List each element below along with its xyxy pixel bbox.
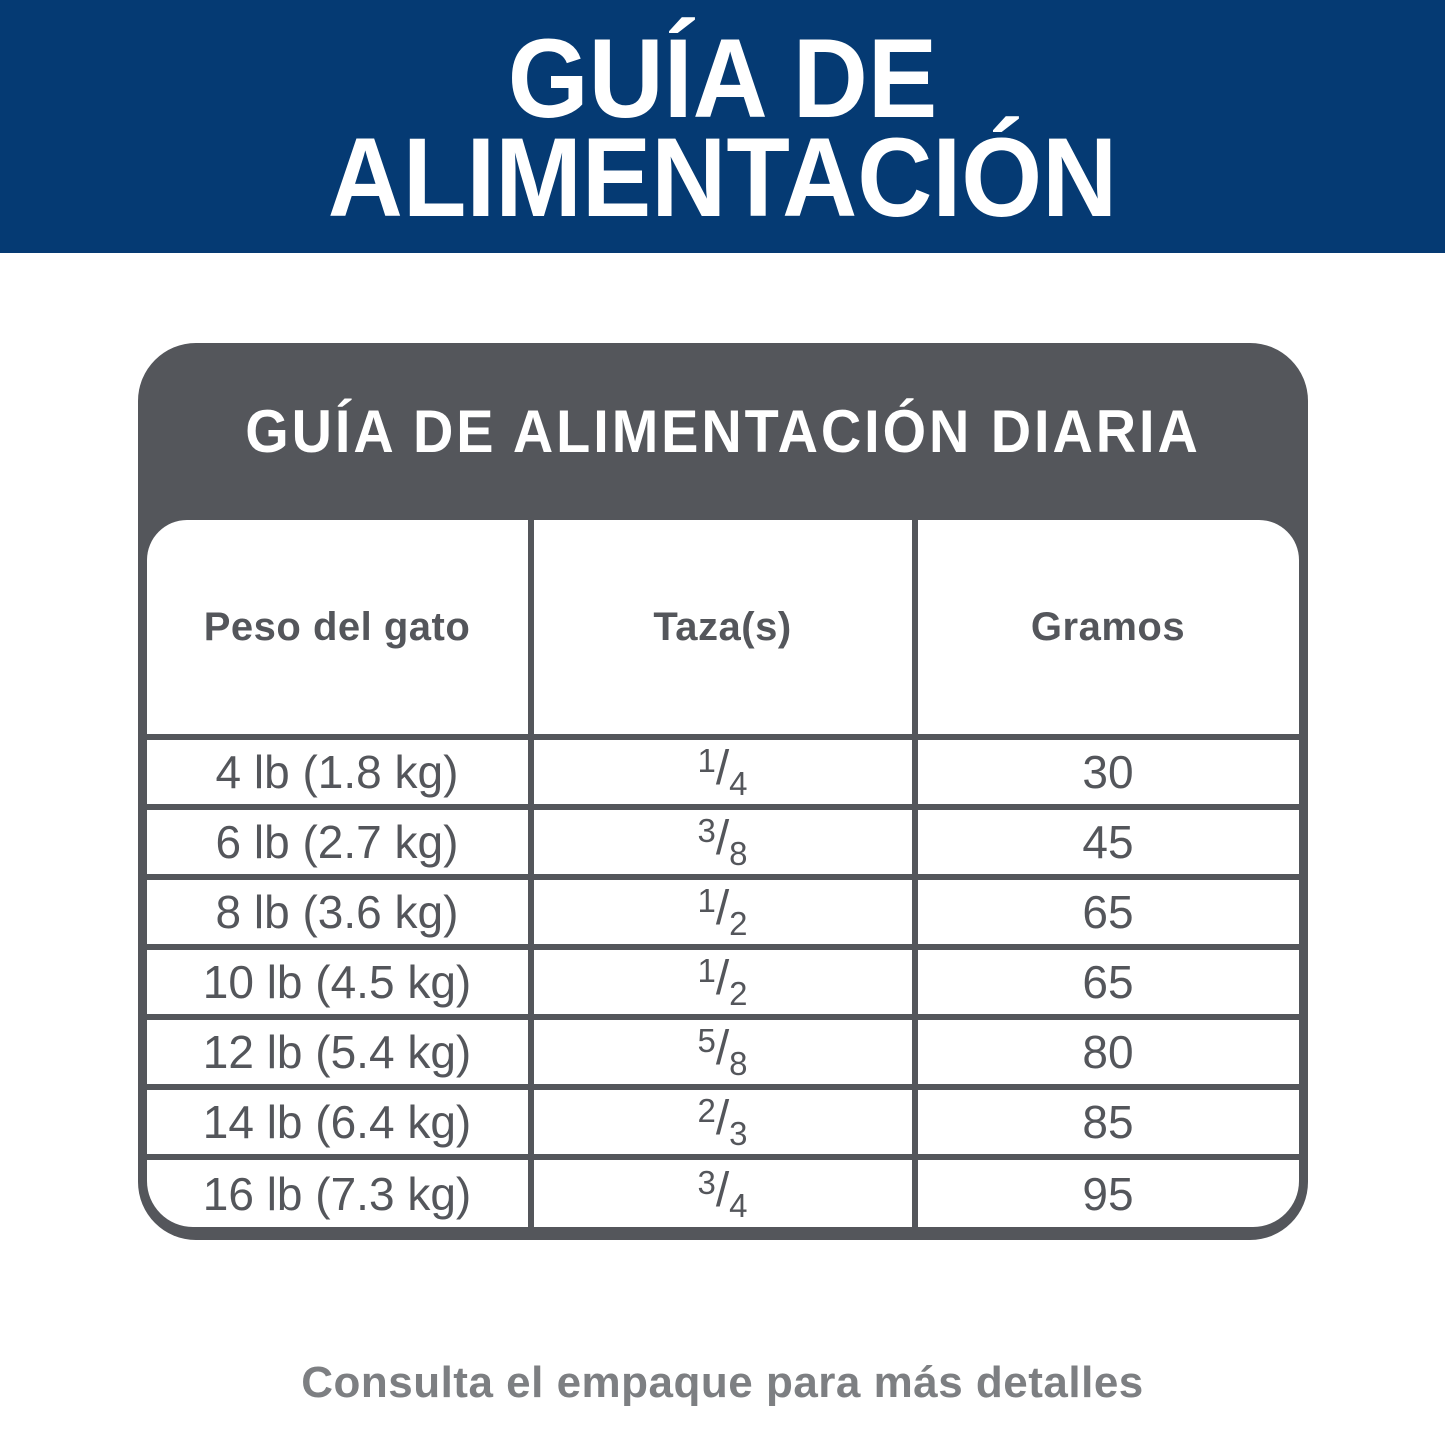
feeding-table: Peso del gato Taza(s) Gramos 4 lb (1.8 k… xyxy=(146,520,1299,1227)
fraction-numerator: 1 xyxy=(697,952,716,989)
column-header-weight: Peso del gato xyxy=(146,520,534,740)
fraction-numerator: 1 xyxy=(697,882,716,919)
fraction-slash: / xyxy=(715,812,730,865)
header-banner: GUÍA DE ALIMENTACIÓN xyxy=(0,0,1445,253)
table-row: 14 lb (6.4 kg) 2/3 85 xyxy=(146,1084,1299,1160)
fraction-slash: / xyxy=(715,1163,730,1217)
grams-cell: 85 xyxy=(911,1084,1299,1160)
grams-cell: 95 xyxy=(911,1154,1299,1227)
weight-cell: 6 lb (2.7 kg) xyxy=(146,804,534,880)
weight-cell: 14 lb (6.4 kg) xyxy=(146,1084,534,1160)
grams-cell: 65 xyxy=(911,874,1299,950)
table-row: 10 lb (4.5 kg) 1/2 65 xyxy=(146,944,1299,1020)
grams-cell: 45 xyxy=(911,804,1299,880)
fraction-denominator: 4 xyxy=(729,765,748,802)
grams-cell: 30 xyxy=(911,734,1299,810)
fraction-slash: / xyxy=(715,1022,730,1075)
fraction-denominator: 3 xyxy=(729,1115,748,1152)
cups-cell: 2/3 xyxy=(527,1084,918,1160)
cups-cell: 1/4 xyxy=(527,734,918,810)
banner-title-line2: ALIMENTACIÓN xyxy=(327,114,1118,241)
fraction-denominator: 8 xyxy=(729,835,748,872)
fraction-numerator: 3 xyxy=(697,812,716,849)
weight-cell: 4 lb (1.8 kg) xyxy=(146,734,534,810)
table-row: 8 lb (3.6 kg) 1/2 65 xyxy=(146,874,1299,950)
feeding-guide-card: GUÍA DE ALIMENTACIÓN DIARIA Peso del gat… xyxy=(137,343,1308,1240)
table-row: 4 lb (1.8 kg) 1/4 30 xyxy=(146,734,1299,810)
cups-cell: 1/2 xyxy=(527,874,918,950)
fraction-denominator: 4 xyxy=(729,1186,748,1224)
cups-cell: 3/8 xyxy=(527,804,918,880)
weight-cell: 10 lb (4.5 kg) xyxy=(146,944,534,1020)
fraction-numerator: 1 xyxy=(697,742,716,779)
fraction-numerator: 2 xyxy=(697,1092,716,1129)
table-row: 12 lb (5.4 kg) 5/8 80 xyxy=(146,1014,1299,1090)
feeding-table-container: Peso del gato Taza(s) Gramos 4 lb (1.8 k… xyxy=(146,520,1299,1227)
grams-cell: 80 xyxy=(911,1014,1299,1090)
weight-cell: 12 lb (5.4 kg) xyxy=(146,1014,534,1090)
weight-cell: 8 lb (3.6 kg) xyxy=(146,874,534,950)
table-row: 6 lb (2.7 kg) 3/8 45 xyxy=(146,804,1299,880)
weight-cell: 16 lb (7.3 kg) xyxy=(146,1154,534,1227)
banner-title-line1: GUÍA DE xyxy=(507,15,938,142)
fraction-slash: / xyxy=(715,952,730,1005)
column-header-cups: Taza(s) xyxy=(527,520,918,740)
table-row: 16 lb (7.3 kg) 3/4 95 xyxy=(146,1154,1299,1227)
fraction-denominator: 2 xyxy=(729,905,748,942)
cups-cell: 3/4 xyxy=(527,1154,918,1227)
grams-cell: 65 xyxy=(911,944,1299,1020)
fraction-numerator: 3 xyxy=(697,1163,716,1201)
fraction-denominator: 8 xyxy=(729,1045,748,1082)
footer-note: Consulta el empaque para más detalles xyxy=(301,1358,1144,1407)
cups-cell: 1/2 xyxy=(527,944,918,1020)
column-header-grams: Gramos xyxy=(911,520,1299,740)
table-header-row: Peso del gato Taza(s) Gramos xyxy=(146,520,1299,740)
card-title: GUÍA DE ALIMENTACIÓN DIARIA xyxy=(244,397,1201,466)
cups-cell: 5/8 xyxy=(527,1014,918,1090)
fraction-slash: / xyxy=(715,742,730,795)
fraction-slash: / xyxy=(715,882,730,935)
fraction-numerator: 5 xyxy=(697,1022,716,1059)
fraction-denominator: 2 xyxy=(729,975,748,1012)
fraction-slash: / xyxy=(715,1092,730,1145)
